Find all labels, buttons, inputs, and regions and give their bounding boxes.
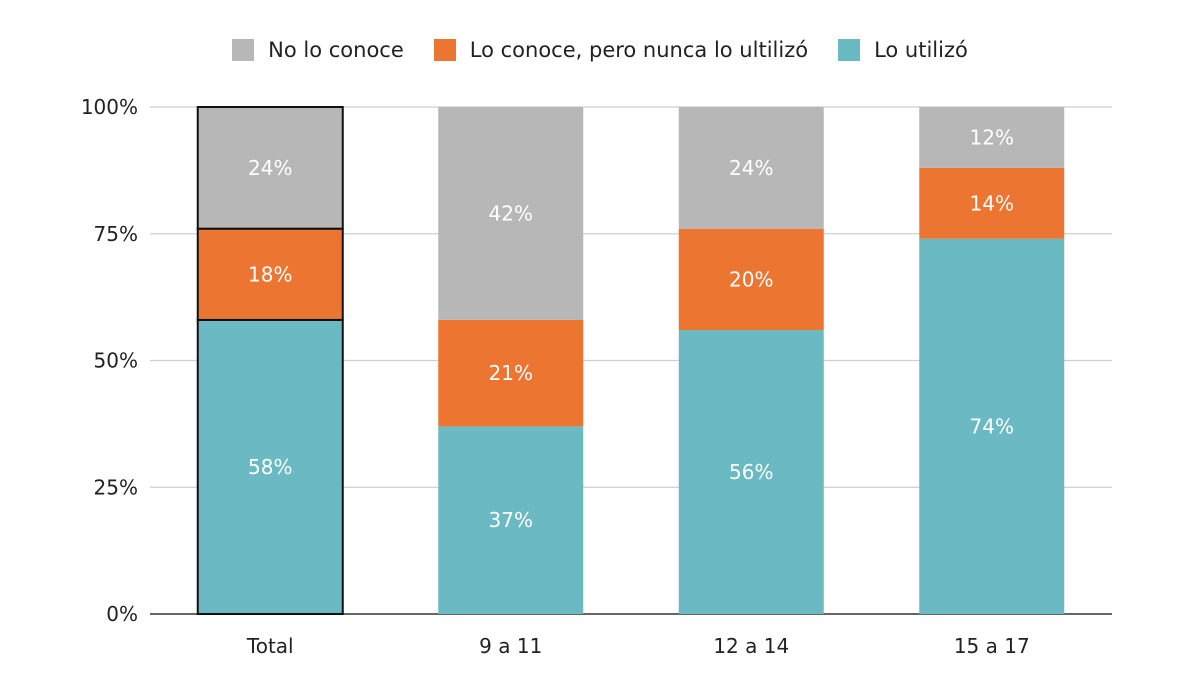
bar-segment [438, 319, 584, 427]
legend-item: No lo conoce [232, 38, 404, 62]
legend-label: No lo conoce [268, 38, 404, 62]
legend: No lo conoce Lo conoce, pero nunca lo ult… [0, 38, 1200, 62]
x-tick-label: 12 a 14 [713, 634, 789, 658]
y-tick-label: 50% [94, 349, 138, 373]
y-tick-label: 0% [106, 602, 138, 626]
x-tick-label: Total [246, 634, 294, 658]
legend-label: Lo conoce, pero nunca lo ultilizó [469, 38, 809, 62]
data-label: 21% [489, 361, 533, 385]
bar-segment [678, 330, 824, 614]
bar-segment [196, 227, 344, 321]
data-label: 58% [248, 455, 292, 479]
data-label: 42% [489, 201, 533, 225]
bar-segment [678, 228, 824, 331]
data-label: 24% [248, 156, 292, 180]
data-label: 24% [729, 156, 773, 180]
x-tick-label: 9 a 11 [479, 634, 542, 658]
data-label: 20% [729, 267, 773, 291]
data-label: 74% [970, 414, 1014, 438]
legend-item: Lo utilizó [838, 38, 968, 62]
bar-segment [919, 107, 1065, 168]
bar-segment [438, 107, 584, 320]
legend-item: Lo conoce, pero nunca lo ultilizó [433, 38, 809, 62]
bar-segment [678, 107, 824, 229]
bar-segment [919, 167, 1065, 239]
bar-segment [196, 106, 344, 230]
legend-swatch [838, 39, 861, 61]
y-tick-label: 100% [81, 95, 138, 119]
legend-swatch [232, 39, 255, 61]
legend-label: Lo utilizó [874, 38, 968, 62]
legend-swatch [433, 39, 456, 61]
x-tick-label: 15 a 17 [954, 634, 1030, 658]
bar-segment [438, 426, 584, 614]
data-label: 37% [489, 508, 533, 532]
data-label: 18% [248, 262, 292, 286]
data-label: 14% [970, 191, 1014, 215]
bar-segment [919, 238, 1065, 614]
y-tick-label: 25% [94, 475, 138, 499]
data-label: 12% [970, 125, 1014, 149]
y-tick-label: 75% [94, 222, 138, 246]
data-label: 56% [729, 460, 773, 484]
